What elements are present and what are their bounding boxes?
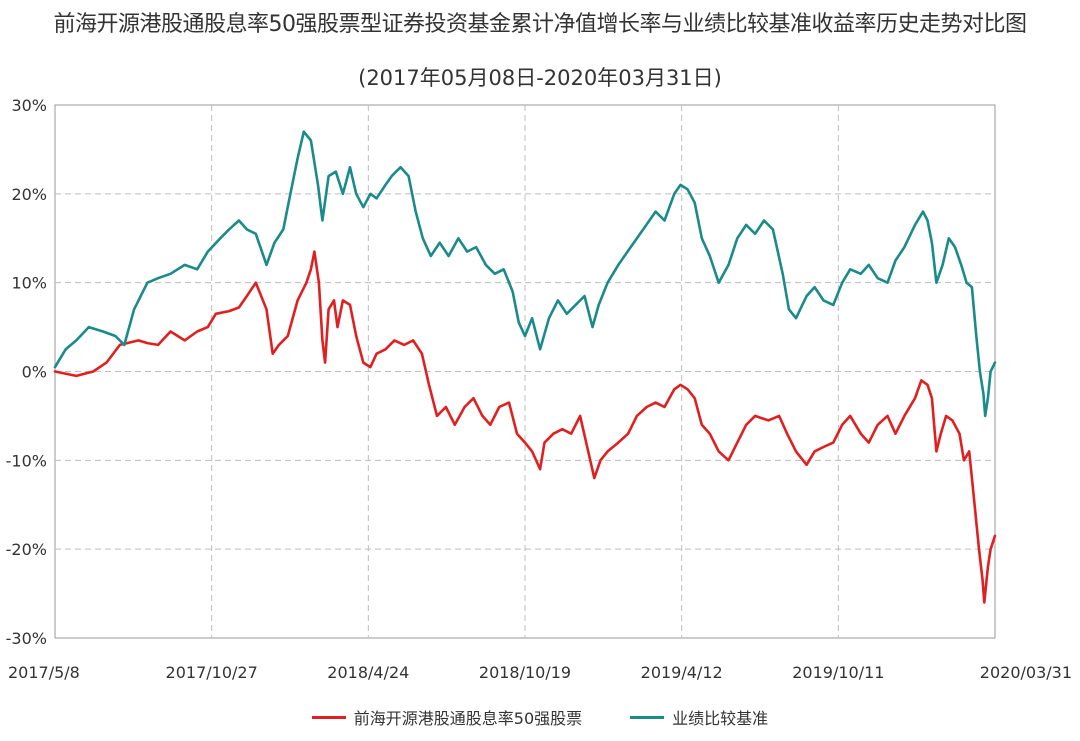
- y-tick-label: -10%: [6, 451, 47, 470]
- y-tick-label: 10%: [11, 274, 47, 293]
- y-tick-label: -20%: [6, 540, 47, 559]
- x-tick-label: 2018/10/19: [479, 663, 571, 682]
- x-tick-label: 2019/10/11: [792, 663, 884, 682]
- x-tick-label: 2017/5/8: [8, 663, 80, 682]
- legend-swatch-benchmark: [630, 715, 665, 719]
- series-line-fund: [53, 250, 997, 604]
- chart-legend: 前海开源港股通股息率50强股票 业绩比较基准: [0, 705, 1080, 729]
- x-tick-label: 2018/4/24: [327, 663, 409, 682]
- legend-item-fund: 前海开源港股通股息率50强股票: [311, 705, 583, 729]
- series-line-benchmark: [53, 130, 997, 418]
- y-tick-label: 0%: [22, 363, 47, 382]
- chart-title: 前海开源港股通股息率50强股票型证券投资基金累计净值增长率与业绩比较基准收益率历…: [53, 12, 1028, 37]
- y-tick-label: 30%: [11, 96, 47, 115]
- chart-subtitle: (2017年05月08日-2020年03月31日): [358, 66, 722, 90]
- x-tick-label: 2019/4/12: [641, 663, 723, 682]
- legend-item-benchmark: 业绩比较基准: [630, 705, 768, 729]
- legend-label-fund: 前海开源港股通股息率50强股票: [353, 709, 583, 728]
- legend-swatch-fund: [311, 715, 346, 719]
- y-tick-label: 20%: [11, 185, 47, 204]
- x-tick-label: 2017/10/27: [166, 663, 258, 682]
- x-tick-label: 2020/03/31: [980, 663, 1072, 682]
- y-tick-label: -30%: [6, 629, 47, 648]
- legend-label-benchmark: 业绩比较基准: [672, 709, 769, 728]
